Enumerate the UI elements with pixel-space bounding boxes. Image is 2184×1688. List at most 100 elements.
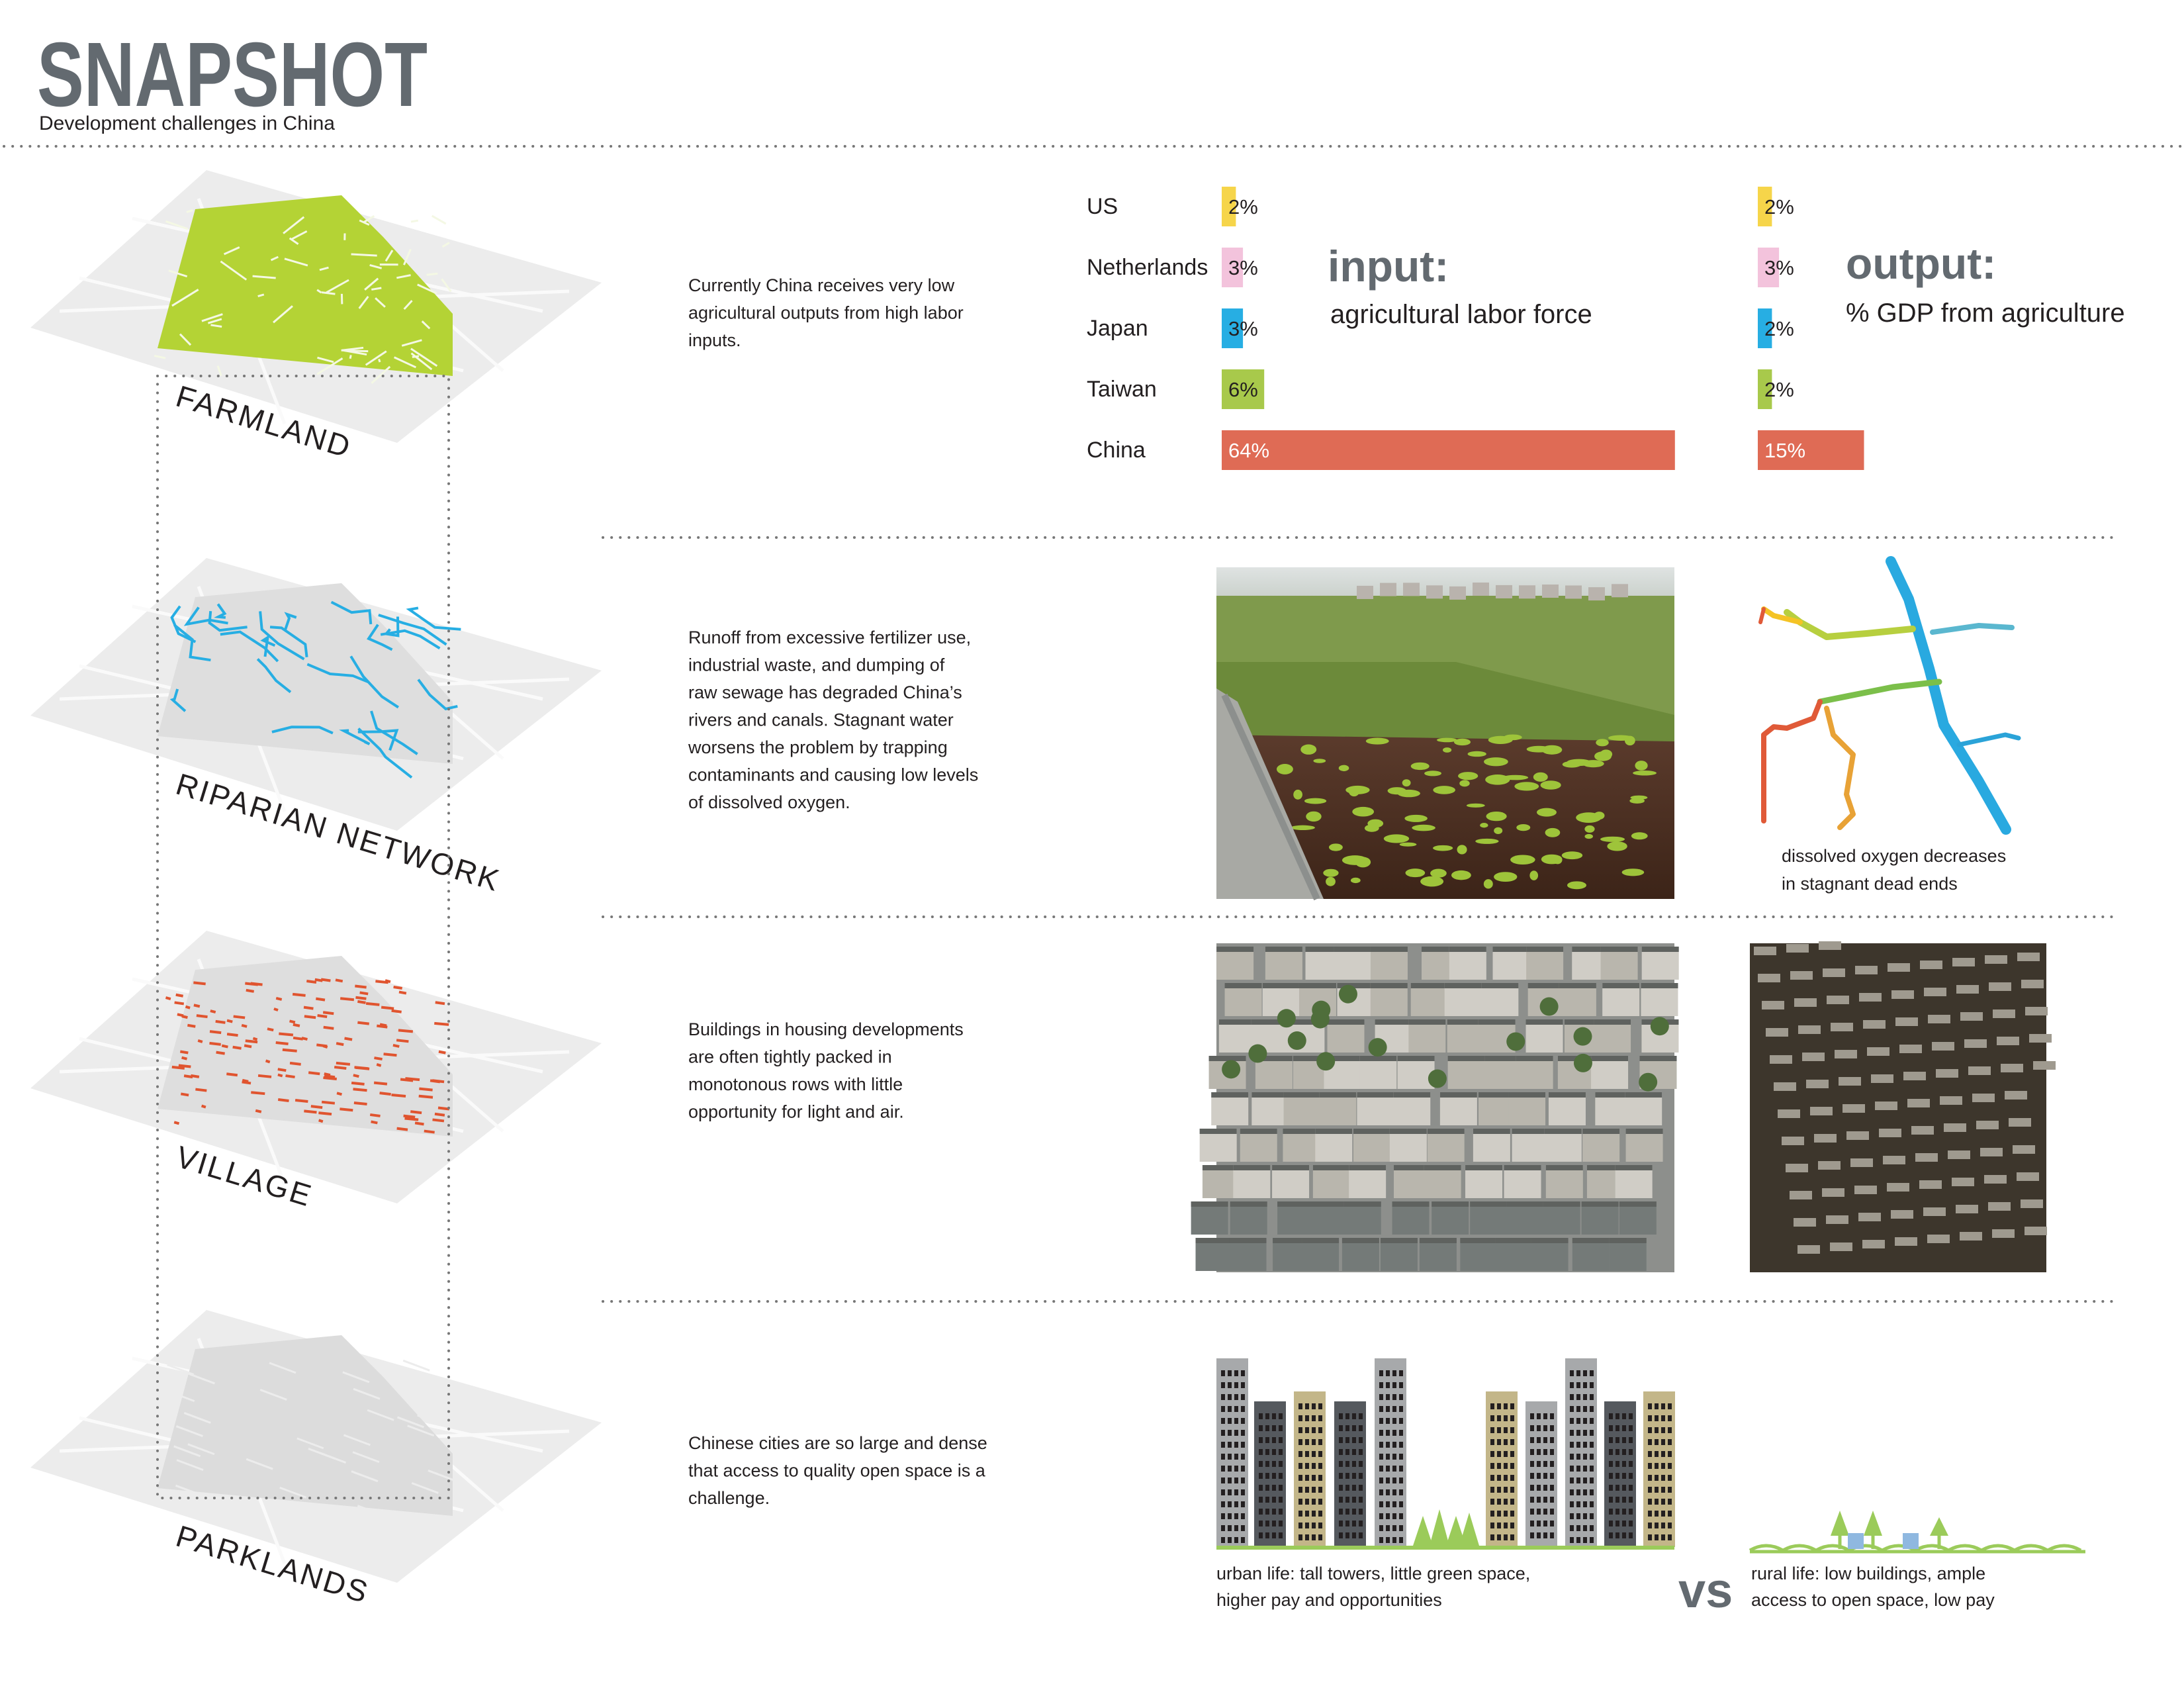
tower-window [1629,1449,1633,1455]
photo-block [2025,1007,2048,1015]
tower-window [1221,1477,1225,1483]
photo-roof [1508,1092,1546,1098]
photo-block [1460,1238,1498,1271]
tower-window [1279,1437,1283,1443]
value-label: 15% [1764,439,1805,462]
tower-window [1583,1537,1587,1543]
photo-algae [1293,789,1302,800]
map-building [369,1113,381,1117]
section-text: inputs. [688,330,741,350]
tower-window [1570,1454,1574,1460]
map-building [400,1078,414,1082]
tower-window [1228,1370,1232,1376]
oxygen-branch [1956,732,2021,747]
photo-block [1439,1092,1477,1125]
tower-window [1392,1454,1396,1460]
photo-block [1956,1205,1978,1213]
map-waterway [269,626,308,657]
photo-tree [1573,1053,1592,1072]
tower-window [1392,1466,1396,1472]
photo-roof [1478,1019,1516,1025]
tower-window [1530,1425,1534,1431]
tower-window [1543,1497,1547,1503]
photo-rail [1221,693,1320,901]
tower-window [1399,1370,1403,1376]
photo-roof [1397,1056,1435,1061]
tower-window [1490,1403,1494,1409]
tower-window [1609,1532,1613,1538]
photo-algae [1383,834,1410,843]
photo-roof [1230,1201,1267,1207]
photo-algae [1433,786,1456,794]
photo-block [1985,955,2007,964]
photo-block [1641,983,1678,1016]
tower-window [1622,1521,1626,1526]
tower-window [1234,1394,1238,1400]
photo-block [1920,961,1942,969]
photo-roof [1283,1092,1321,1098]
photo-building [1357,585,1373,599]
photo-block [1952,958,1975,966]
house [1848,1533,1864,1549]
value-label: 6% [1228,378,1258,401]
tower-window [1352,1509,1356,1515]
tower-window [1298,1427,1302,1433]
map-waterway [378,614,447,646]
tower-window [1221,1537,1225,1543]
photo-algae [1584,825,1595,833]
tower-window [1241,1454,1245,1460]
photo-block [1283,1092,1321,1125]
tower-window [1359,1532,1363,1538]
photo-block [1327,1019,1365,1053]
photo-building [1473,583,1489,596]
tower-window [1234,1454,1238,1460]
tower-window [1279,1425,1283,1431]
map-building [357,1021,369,1025]
tower-window [1504,1475,1508,1481]
tower-window [1622,1532,1626,1538]
map-building [353,1102,367,1105]
tower-window [1537,1509,1541,1515]
tower-window [1221,1525,1225,1531]
tower-window [1615,1485,1619,1491]
tower-window [1490,1451,1494,1457]
photo-roof [1380,1238,1418,1243]
tower-window [1318,1427,1322,1433]
map-building [183,1074,193,1079]
photo-algae [1352,806,1375,817]
tower-window [1590,1370,1594,1376]
photo-block [1349,1165,1387,1198]
tower-window [1609,1473,1613,1479]
page-title: SNAPSHOT [37,24,428,126]
map-building [241,1023,248,1028]
category-label: China [1087,438,1146,463]
map-building [354,1066,369,1070]
tower-window [1590,1430,1594,1436]
tower-window [1345,1425,1349,1431]
map-building [282,1048,297,1053]
photo-roof [1572,1238,1610,1243]
tower-window [1259,1461,1263,1467]
tower-window [1221,1370,1225,1376]
map-building [391,1093,406,1098]
map-waterway [380,629,441,650]
photo-block [1862,1240,1885,1248]
tower-window [1510,1427,1514,1433]
tower-window [1221,1442,1225,1448]
tower-window [1265,1449,1269,1455]
tower-window [1339,1413,1343,1419]
vs-label: vs [1678,1563,1733,1618]
photo-block [1484,1056,1522,1089]
map-building [418,1094,433,1099]
photo-roof [1319,1092,1357,1098]
tower-window [1312,1415,1316,1421]
map-path [342,1371,370,1383]
photo-block [1883,1156,1905,1164]
map-field-line [410,348,438,367]
tower-window [1221,1406,1225,1412]
photo-block [1928,1015,1950,1023]
map-layer: RIPARIAN NETWORK [30,558,602,898]
photo-algae [1635,761,1648,771]
map-building [267,1027,274,1032]
tower-window [1537,1532,1541,1538]
